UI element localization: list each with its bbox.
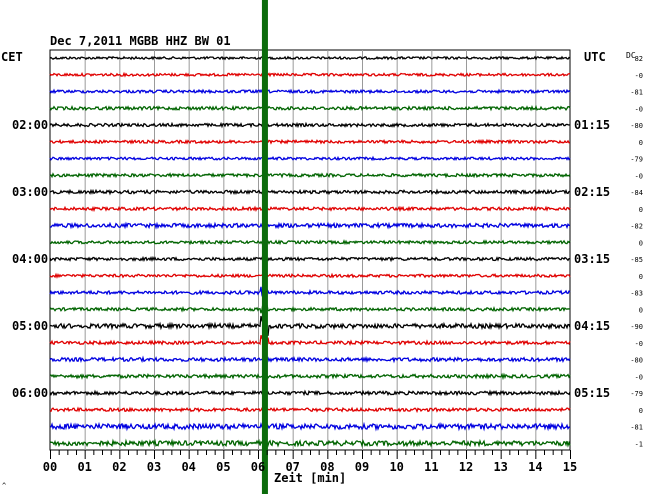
- dc-offset-label: -0: [635, 373, 643, 381]
- dc-offset-label: -81: [630, 424, 643, 432]
- plot-grid: [49, 49, 571, 451]
- trace-line: [49, 389, 571, 397]
- x-tick-label: 10: [389, 460, 403, 474]
- utc-hour-labels: 01:15 02:15 03:15 04:15 05:15: [574, 118, 610, 400]
- trace-line: [49, 286, 571, 302]
- trace-line: [49, 155, 571, 162]
- dc-offset-label: 0: [639, 306, 643, 314]
- x-tick-label: 03: [147, 460, 161, 474]
- cet-hour-label: 04:00: [12, 252, 48, 266]
- x-tick-label: 11: [424, 460, 438, 474]
- trace-line: [49, 272, 571, 279]
- cet-hour-label: 06:00: [12, 386, 48, 400]
- trace-line: [49, 335, 571, 349]
- dc-offset-label: -0: [635, 340, 643, 348]
- utc-hour-label: 01:15: [574, 118, 610, 132]
- dc-offset-label: -81: [630, 89, 643, 97]
- dc-offset-label: -83: [630, 290, 643, 298]
- dc-offset-label: 82: [635, 55, 643, 63]
- dc-offset-label: 0: [639, 139, 643, 147]
- event-marker-group: [261, 0, 268, 494]
- trace-line: [49, 372, 571, 381]
- utc-zone-label: UTC: [584, 50, 606, 64]
- cet-hour-label: 05:00: [12, 319, 48, 333]
- dc-offset-label: -84: [630, 189, 643, 197]
- cet-hour-label: 03:00: [12, 185, 48, 199]
- trace-line: [49, 406, 571, 414]
- x-tick-label: 01: [77, 460, 91, 474]
- cet-hour-label: 02:00: [12, 118, 48, 132]
- trace-line: [49, 188, 571, 196]
- x-tick-label: 13: [493, 460, 507, 474]
- dc-offset-label: -90: [630, 323, 643, 331]
- trace-line: [49, 315, 571, 336]
- dc-offset-label: 0: [639, 273, 643, 281]
- x-tick-label: 12: [459, 460, 473, 474]
- chart-title: Dec 7,2011 MGBB HHZ BW 01: [50, 34, 231, 48]
- x-tick-label: 06: [251, 460, 265, 474]
- trace-line: [49, 421, 571, 432]
- x-tick-label: 02: [112, 460, 126, 474]
- trace-group: [49, 55, 571, 449]
- x-tick-label: 04: [181, 460, 195, 474]
- trace-line: [49, 104, 571, 112]
- trace-line: [49, 172, 571, 179]
- utc-hour-label: 05:15: [574, 386, 610, 400]
- x-tick-label: 05: [216, 460, 230, 474]
- dc-offset-label: 0: [639, 239, 643, 247]
- plot-frame: [49, 49, 571, 451]
- trace-line: [49, 438, 571, 449]
- trace-line: [49, 121, 571, 129]
- dc-offset-label: -82: [630, 223, 643, 231]
- x-tick-label: 08: [320, 460, 334, 474]
- dc-offset-label: -80: [630, 122, 643, 130]
- dc-offset-label: -0: [635, 172, 643, 180]
- dc-offset-label: -0: [635, 105, 643, 113]
- dc-offset-label: -79: [630, 390, 643, 398]
- cet-hour-labels: 02:00 03:00 04:00 05:00 06:00: [12, 118, 48, 400]
- dc-offset-labels: 82 -0 -81 -0 -80 0 -79 -0 -84 0 -82 0 -85 0 -83 0 -90 -0 -…: [630, 55, 643, 448]
- dc-offset-label: -80: [630, 357, 643, 365]
- cet-zone-label: CET: [1, 50, 23, 64]
- corner-mark: ^: [2, 482, 6, 490]
- trace-line: [49, 205, 571, 213]
- event-marker-line: [261, 0, 268, 494]
- utc-hour-label: 02:15: [574, 185, 610, 199]
- dc-offset-label: 0: [639, 206, 643, 214]
- trace-line: [49, 88, 571, 95]
- trace-line: [49, 138, 571, 145]
- trace-line: [49, 239, 571, 246]
- utc-hour-label: 04:15: [574, 319, 610, 333]
- x-tick-label: 14: [528, 460, 542, 474]
- x-tick-label: 07: [285, 460, 299, 474]
- x-axis-label: Zeit [min]: [274, 471, 346, 485]
- dc-offset-label: -79: [630, 156, 643, 164]
- trace-line: [49, 302, 571, 317]
- trace-line: [49, 55, 571, 61]
- trace-line: [49, 255, 571, 263]
- trace-line: [49, 71, 571, 78]
- dc-offset-label: -0: [635, 72, 643, 80]
- utc-hour-label: 03:15: [574, 252, 610, 266]
- dc-offset-label: 0: [639, 407, 643, 415]
- x-tick-label: 09: [355, 460, 369, 474]
- x-tick-label: 15: [563, 460, 577, 474]
- x-tick-label: 00: [43, 460, 57, 474]
- dc-column-label: DC: [626, 51, 636, 60]
- x-axis: 00 01 02 03 04 05 06 07 08 09 10 11 12 13 14 15: [43, 450, 577, 474]
- dc-offset-label: -85: [630, 256, 643, 264]
- dc-offset-label: -1: [635, 440, 643, 448]
- trace-line: [49, 355, 571, 364]
- trace-line: [49, 221, 571, 230]
